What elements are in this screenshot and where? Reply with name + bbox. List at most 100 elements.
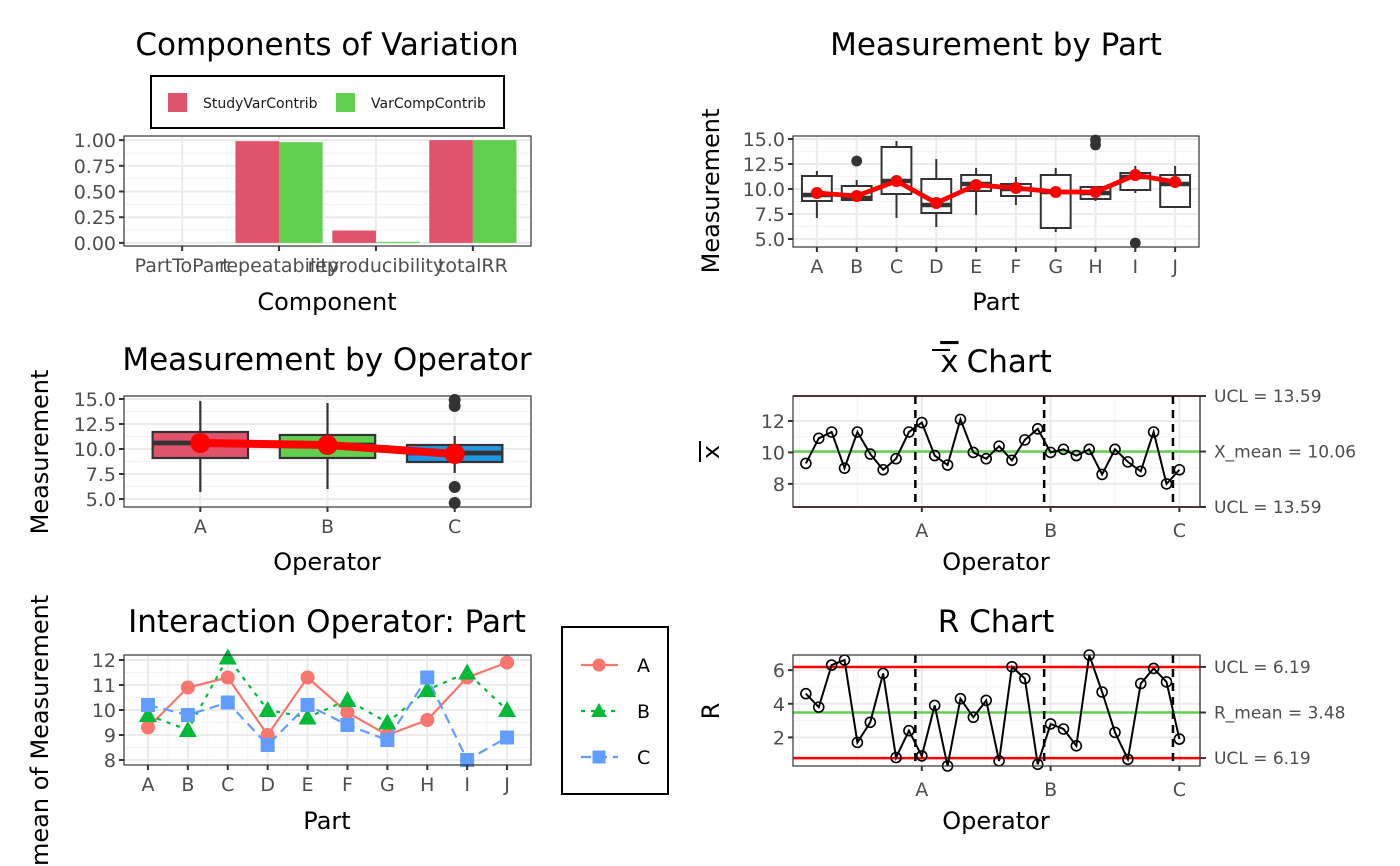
r-chart-point	[1096, 686, 1108, 698]
interaction-point-operator-a	[420, 713, 435, 727]
xbar-point	[1044, 446, 1057, 459]
legend-marker-triangle	[591, 703, 607, 717]
r-chart-control-label: R_mean = 3.48	[1214, 704, 1345, 724]
part-y-tick-label: 15.0	[743, 129, 785, 151]
interaction-x-tick-label: C	[221, 774, 234, 796]
xbar-point	[1096, 468, 1108, 481]
xbar-point	[1122, 456, 1134, 468]
xbar-point	[851, 426, 864, 438]
r-chart-point	[954, 692, 967, 705]
xbar-control-label: UCL = 13.59	[1214, 387, 1322, 407]
bar-varcompcontrib-repeatability	[279, 142, 323, 243]
components-y-tick-label: 0.25	[74, 207, 116, 229]
legend-marker-circle	[592, 658, 606, 672]
r-chart-point	[1109, 726, 1121, 739]
interaction-y-axis-title: mean of Measurement	[26, 595, 54, 866]
interaction-point-operator-c	[300, 698, 315, 712]
xbar-title: x Chart	[940, 344, 1052, 380]
legend-label-operator-b: B	[637, 701, 650, 723]
part-x-tick-label: F	[1010, 256, 1021, 278]
bar-varcompcontrib-totalrr	[472, 140, 517, 243]
part-y-tick-label: 5.0	[755, 229, 785, 251]
operator-outlier-c	[448, 394, 461, 406]
part-mean-point-a	[810, 187, 823, 199]
interaction-point-operator-c	[380, 733, 395, 747]
r-chart-point	[903, 724, 915, 737]
interaction-x-tick-label: I	[464, 774, 470, 796]
r-chart-point	[1173, 733, 1186, 745]
interaction-point-operator-c	[180, 708, 195, 722]
interaction-point-operator-c	[220, 695, 235, 710]
xbar-point	[928, 449, 941, 462]
part-mean-point-j	[1169, 176, 1182, 188]
r-chart-point	[1160, 676, 1173, 688]
r-chart-point	[1006, 660, 1018, 673]
r-chart-x-tick-label: B	[1044, 779, 1057, 801]
components-y-tick-label: 0.75	[74, 156, 116, 178]
xbar-point	[1109, 443, 1121, 456]
xbar-point	[915, 416, 928, 429]
interaction-point-operator-b	[258, 701, 277, 717]
r-chart-point	[1122, 753, 1134, 766]
r-chart-y-tick-label: 6	[773, 660, 785, 682]
xbar-point	[877, 463, 889, 476]
interaction-x-tick-label: F	[342, 774, 353, 796]
operator-y-tick-label: 7.5	[86, 464, 116, 486]
r-chart-point	[1019, 672, 1031, 685]
xbar-control-label: UCL = 13.59	[1214, 498, 1322, 518]
interaction-point-operator-c	[500, 730, 515, 745]
interaction-y-tick-label: 12	[92, 650, 116, 672]
interaction-x-tick-label: A	[141, 774, 154, 796]
interaction-panel-border	[123, 654, 532, 766]
interaction-legend: A B C	[561, 626, 669, 795]
part-x-tick-label: A	[810, 256, 823, 278]
r-chart-point	[1057, 723, 1070, 735]
r-chart-point	[967, 711, 980, 724]
bar-varcompcontrib-reproducibility	[375, 241, 420, 243]
operator-y-tick-label: 5.0	[86, 489, 116, 511]
interaction-point-operator-b	[418, 681, 437, 697]
xbar-x-tick-label: C	[1173, 520, 1186, 542]
r-chart-point	[890, 751, 902, 764]
r-chart-point	[825, 659, 838, 671]
interaction-point-operator-b	[218, 648, 237, 665]
interaction-panel: Interaction Operator: Part 8 9 10 11 12 A B C D E…	[26, 595, 669, 866]
r-chart-point	[980, 694, 992, 707]
part-outlier-i	[1129, 237, 1141, 249]
r-chart-point	[877, 667, 889, 680]
xbar-point	[1147, 426, 1160, 438]
xbar-point	[890, 452, 902, 465]
components-legend: StudyVarContrib VarCompContrib	[150, 75, 505, 129]
xbar-point	[812, 432, 825, 445]
part-y-tick-label: 10.0	[743, 179, 785, 201]
part-title: Measurement by Part	[830, 27, 1162, 63]
r-chart-control-label: UCL = 6.19	[1214, 749, 1311, 769]
interaction-point-operator-b	[378, 713, 397, 730]
xbar-point	[903, 426, 915, 438]
interaction-point-operator-a	[140, 720, 155, 735]
part-mean-point-i	[1129, 169, 1142, 181]
interaction-x-tick-label: E	[302, 774, 314, 796]
operator-mean-point-a	[190, 433, 211, 453]
r-chart-point	[864, 716, 877, 729]
r-chart-point	[800, 687, 812, 700]
interaction-y-tick-label: 8	[104, 750, 116, 772]
interaction-y-tick-label: 9	[104, 725, 116, 747]
r-chart-x-tick-label: C	[1173, 779, 1186, 801]
xbar-x-tick-label: B	[1044, 520, 1057, 542]
part-mean-point-d	[930, 197, 943, 209]
legend-key-varcomp	[336, 93, 355, 112]
r-chart-point	[1070, 740, 1083, 752]
part-mean-point-g	[1049, 186, 1062, 198]
bar-studyvarcontrib-totalrr	[429, 140, 473, 243]
part-y-tick-label: 12.5	[743, 154, 785, 176]
r-chart-point	[928, 699, 941, 712]
interaction-point-operator-a	[220, 670, 235, 685]
operator-y-tick-label: 15.0	[74, 389, 116, 411]
r-chart-y-tick-label: 4	[773, 694, 785, 716]
r-chart-control-label: UCL = 6.19	[1214, 658, 1311, 678]
r-chart-point	[812, 701, 825, 713]
bar-studyvarcontrib-repeatability	[235, 141, 280, 243]
components-panel-border	[123, 135, 532, 247]
part-mean-line	[816, 172, 1176, 206]
